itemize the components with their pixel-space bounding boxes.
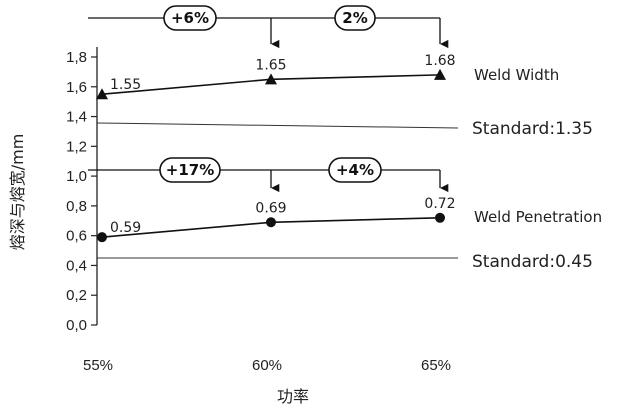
change-pill: [328, 157, 382, 183]
y-tick-label: 1,0: [66, 168, 87, 185]
y-axis-title: 熔深与熔宽/mm: [8, 134, 27, 251]
data-value-label: 1.55: [110, 77, 141, 93]
y-tick-label: 0,2: [66, 287, 87, 304]
x-tick-label: 60%: [252, 357, 282, 374]
y-tick-label: 0,6: [66, 228, 87, 245]
axes: 0,0 0,2 0,4 0,6 0,8 1,0 1,2 1,4 1,6 1,8 55% 60% 65% 功…: [8, 47, 451, 406]
change-pill: [334, 5, 376, 31]
change-percent-label: 2%: [342, 9, 367, 27]
data-value-label: 0.59: [110, 220, 141, 236]
data-point-triangle: [265, 73, 277, 85]
data-value-label: 0.69: [255, 200, 286, 216]
standard-label: Standard:0.45: [472, 252, 593, 272]
y-tick-label: 1,6: [66, 79, 87, 96]
data-value-label: 0.72: [424, 196, 455, 212]
x-axis-title: 功率: [277, 387, 309, 406]
y-tick-label: 0,4: [66, 257, 87, 274]
change-percent-label: +4%: [336, 161, 374, 179]
y-tick-label: 0,8: [66, 198, 87, 215]
labels: Standard:1.35 Standard:0.45 1.55 1.65 1.68 We…: [110, 9, 602, 272]
y-tick-label: 1,8: [66, 49, 87, 66]
change-pill: [159, 157, 221, 183]
change-percent-label: +17%: [166, 161, 214, 179]
data-point-circle: [435, 212, 445, 223]
change-percent-label: +6%: [171, 9, 209, 27]
y-tick-label: 1,4: [66, 109, 87, 126]
change-pill: [163, 5, 217, 31]
standard-label: Standard:1.35: [472, 119, 593, 139]
data-value-label: 1.65: [255, 57, 286, 73]
data-value-label: 1.68: [424, 53, 455, 69]
plot-area: [88, 5, 459, 259]
data-point-circle: [266, 217, 276, 228]
standard-line: [96, 122, 459, 129]
x-tick-label: 65%: [421, 357, 451, 374]
series-name-label: Weld Penetration: [474, 208, 602, 226]
x-tick-label: 55%: [83, 357, 113, 374]
data-point-circle: [97, 232, 107, 243]
data-point-triangle: [96, 88, 108, 100]
series-name-label: Weld Width: [474, 66, 559, 84]
data-point-triangle: [434, 68, 446, 80]
y-tick-label: 0,0: [66, 317, 87, 334]
y-tick-label: 1,2: [66, 138, 87, 155]
